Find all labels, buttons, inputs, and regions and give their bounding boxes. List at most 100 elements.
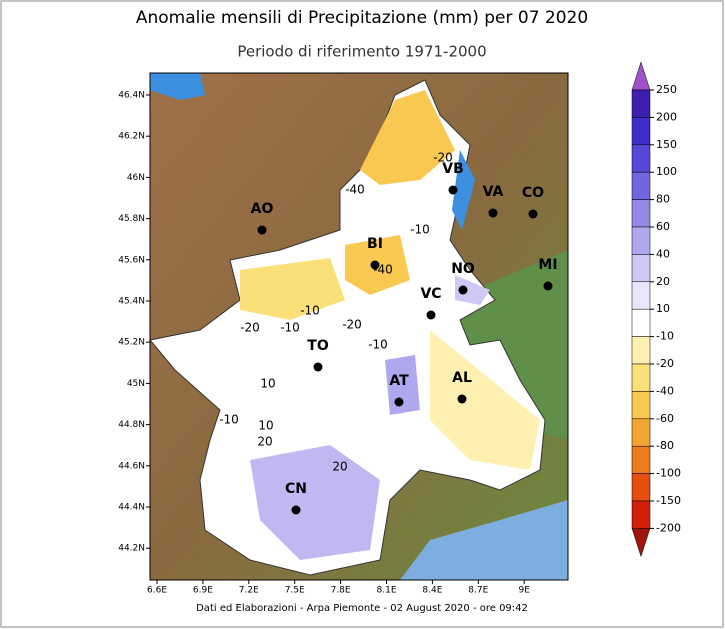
city-marker xyxy=(528,209,538,219)
lon-tick-label: 9E xyxy=(518,586,530,596)
colorbar-band xyxy=(631,144,651,173)
contour-label: -10 xyxy=(410,223,430,237)
colorbar-label: -20 xyxy=(656,357,674,370)
contour-label: 20 xyxy=(257,435,272,449)
subtitle: Periodo di riferimento 1971-2000 xyxy=(237,43,486,61)
city-label: CN xyxy=(285,481,307,497)
lat-tick-label: 45N xyxy=(127,379,145,389)
colorbar-label: 40 xyxy=(656,247,670,260)
lon-tick-label: 8.1E xyxy=(377,586,397,596)
city-label: CO xyxy=(522,185,544,201)
lat-tick-label: 44.8N xyxy=(118,420,145,430)
colorbar-band xyxy=(631,226,651,255)
city-label: TO xyxy=(307,338,329,354)
lon-tick-label: 8.4E xyxy=(422,586,442,596)
lon-tick-label: 6.9E xyxy=(193,586,213,596)
footer: Dati ed Elaborazioni - Arpa Piemonte - 0… xyxy=(196,603,528,614)
city-label: VB xyxy=(442,161,464,177)
lat-tick-label: 45.2N xyxy=(118,338,145,348)
colorbar-arrow xyxy=(631,61,651,91)
city-marker xyxy=(488,208,498,218)
colorbar-band xyxy=(631,117,651,146)
city-label: NO xyxy=(451,261,475,277)
anomaly-area xyxy=(250,445,380,560)
lat-tick-label: 46N xyxy=(127,173,145,183)
colorbar-band xyxy=(631,89,651,118)
colorbar-label: -150 xyxy=(656,494,681,507)
contour-label: 20 xyxy=(332,460,347,474)
lake xyxy=(452,150,475,230)
city-label: VA xyxy=(483,184,504,200)
city-label: AO xyxy=(251,201,274,217)
contour-label: -10 xyxy=(368,338,388,352)
city-label: AT xyxy=(389,373,409,389)
colorbar-label: -200 xyxy=(656,521,681,534)
lat-tick-label: 44.2N xyxy=(118,544,145,554)
colorbar-label: -60 xyxy=(656,412,674,425)
colorbar-band xyxy=(631,254,651,283)
colorbar-band xyxy=(631,308,651,337)
lon-tick-label: 7.5E xyxy=(285,586,305,596)
lat-tick-label: 45.4N xyxy=(118,297,145,307)
city-label: AL xyxy=(452,370,472,386)
contour-label: -20 xyxy=(433,151,453,165)
colorbar-label: -100 xyxy=(656,467,681,480)
city-marker xyxy=(313,362,323,372)
colorbar-band xyxy=(631,199,651,228)
colorbar-label: 250 xyxy=(656,83,677,96)
city-marker xyxy=(457,394,467,404)
colorbar-label: -10 xyxy=(656,330,674,343)
colorbar-band xyxy=(631,418,651,447)
anomaly-area xyxy=(430,330,540,470)
contour-label: -10 xyxy=(219,413,239,427)
city-marker xyxy=(543,281,553,291)
contour-label: 10 xyxy=(260,377,275,391)
city-label: MI xyxy=(538,257,557,273)
colorbar-label: 20 xyxy=(656,275,670,288)
city-marker xyxy=(458,285,468,295)
colorbar-band xyxy=(631,281,651,310)
lat-tick-label: 44.4N xyxy=(118,503,145,513)
lon-tick-label: 8.7E xyxy=(468,586,488,596)
colorbar-arrow xyxy=(631,528,651,558)
colorbar-label: -40 xyxy=(656,384,674,397)
map-border xyxy=(149,72,569,581)
sea xyxy=(400,500,568,580)
city-marker xyxy=(426,310,436,320)
contour-label: -20 xyxy=(240,321,260,335)
colorbar-band xyxy=(631,391,651,420)
city-marker xyxy=(448,185,458,195)
colorbar-label: 200 xyxy=(656,110,677,123)
contour-label: -20 xyxy=(342,318,362,332)
lake xyxy=(150,73,205,100)
lat-tick-label: 46.2N xyxy=(118,132,145,142)
colorbar-band xyxy=(631,500,651,529)
region xyxy=(149,79,546,576)
city-label: VC xyxy=(420,286,441,302)
contour-label: -40 xyxy=(373,263,393,277)
lon-tick-label: 7.8E xyxy=(331,586,351,596)
colorbar-band xyxy=(631,336,651,365)
lat-tick-label: 45.8N xyxy=(118,214,145,224)
colorbar-band xyxy=(631,363,651,392)
colorbar-band xyxy=(631,445,651,474)
colorbar-label: 100 xyxy=(656,165,677,178)
city-marker xyxy=(394,397,404,407)
city-marker xyxy=(370,260,380,270)
anomaly-area xyxy=(240,258,345,320)
contour-label: -10 xyxy=(300,304,320,318)
colorbar-label: 80 xyxy=(656,193,670,206)
colorbar-label: 150 xyxy=(656,138,677,151)
lon-tick-label: 7.2E xyxy=(239,586,259,596)
colorbar-label: 60 xyxy=(656,220,670,233)
anomaly-area xyxy=(360,90,455,185)
anomaly-area xyxy=(455,275,490,305)
contour-label: -10 xyxy=(280,321,300,335)
city-label: BI xyxy=(367,236,383,252)
contour-label: -40 xyxy=(345,183,365,197)
colorbar-band xyxy=(631,473,651,502)
lat-tick-label: 46.4N xyxy=(118,91,145,101)
lat-tick-label: 44.6N xyxy=(118,461,145,471)
